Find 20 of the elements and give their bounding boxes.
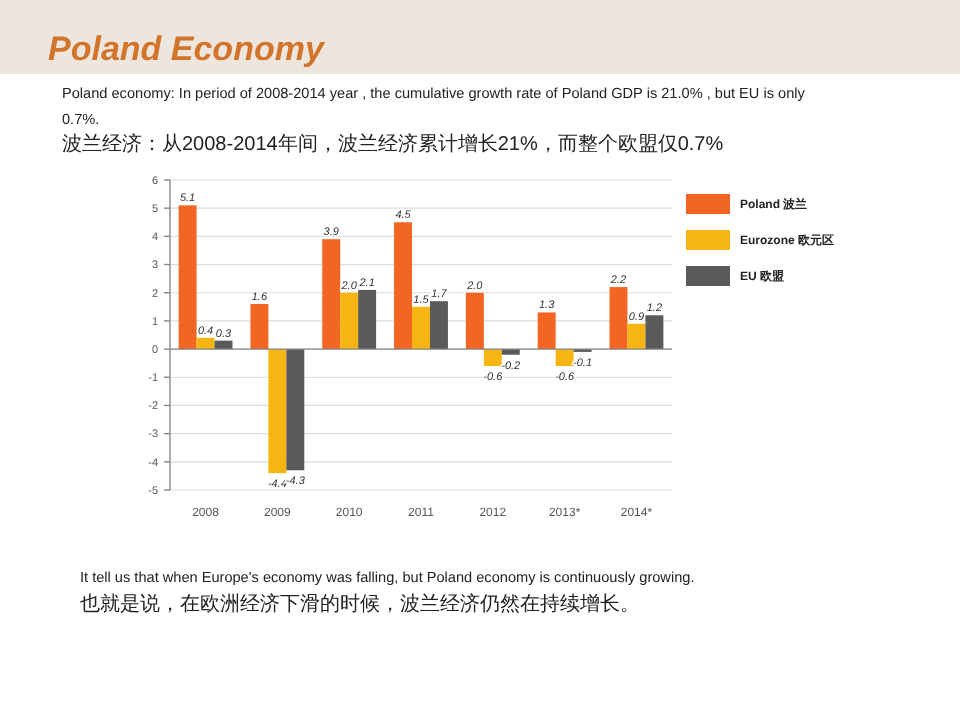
bar (645, 315, 664, 350)
bar (250, 304, 269, 350)
bar (429, 301, 448, 350)
bar (358, 289, 377, 350)
bar (627, 323, 646, 350)
bar (268, 349, 287, 474)
bar (412, 306, 430, 350)
text: 波兰经济：从2008-2014年间，波兰经济累计增长21%，而整个欧盟仅0.7% (62, 132, 724, 156)
bar (483, 349, 502, 366)
text: 也就是说，在欧洲经济下滑的时候，波兰经济仍然在持续增长。 (80, 592, 640, 616)
bar (609, 287, 628, 350)
bar (465, 292, 484, 350)
bar (340, 292, 359, 350)
chart-title: Poland Economy (48, 30, 327, 68)
bar (537, 312, 556, 350)
bar (178, 205, 197, 350)
bar (322, 239, 341, 350)
bar (555, 349, 574, 366)
bar (286, 349, 305, 471)
bar (394, 222, 413, 350)
